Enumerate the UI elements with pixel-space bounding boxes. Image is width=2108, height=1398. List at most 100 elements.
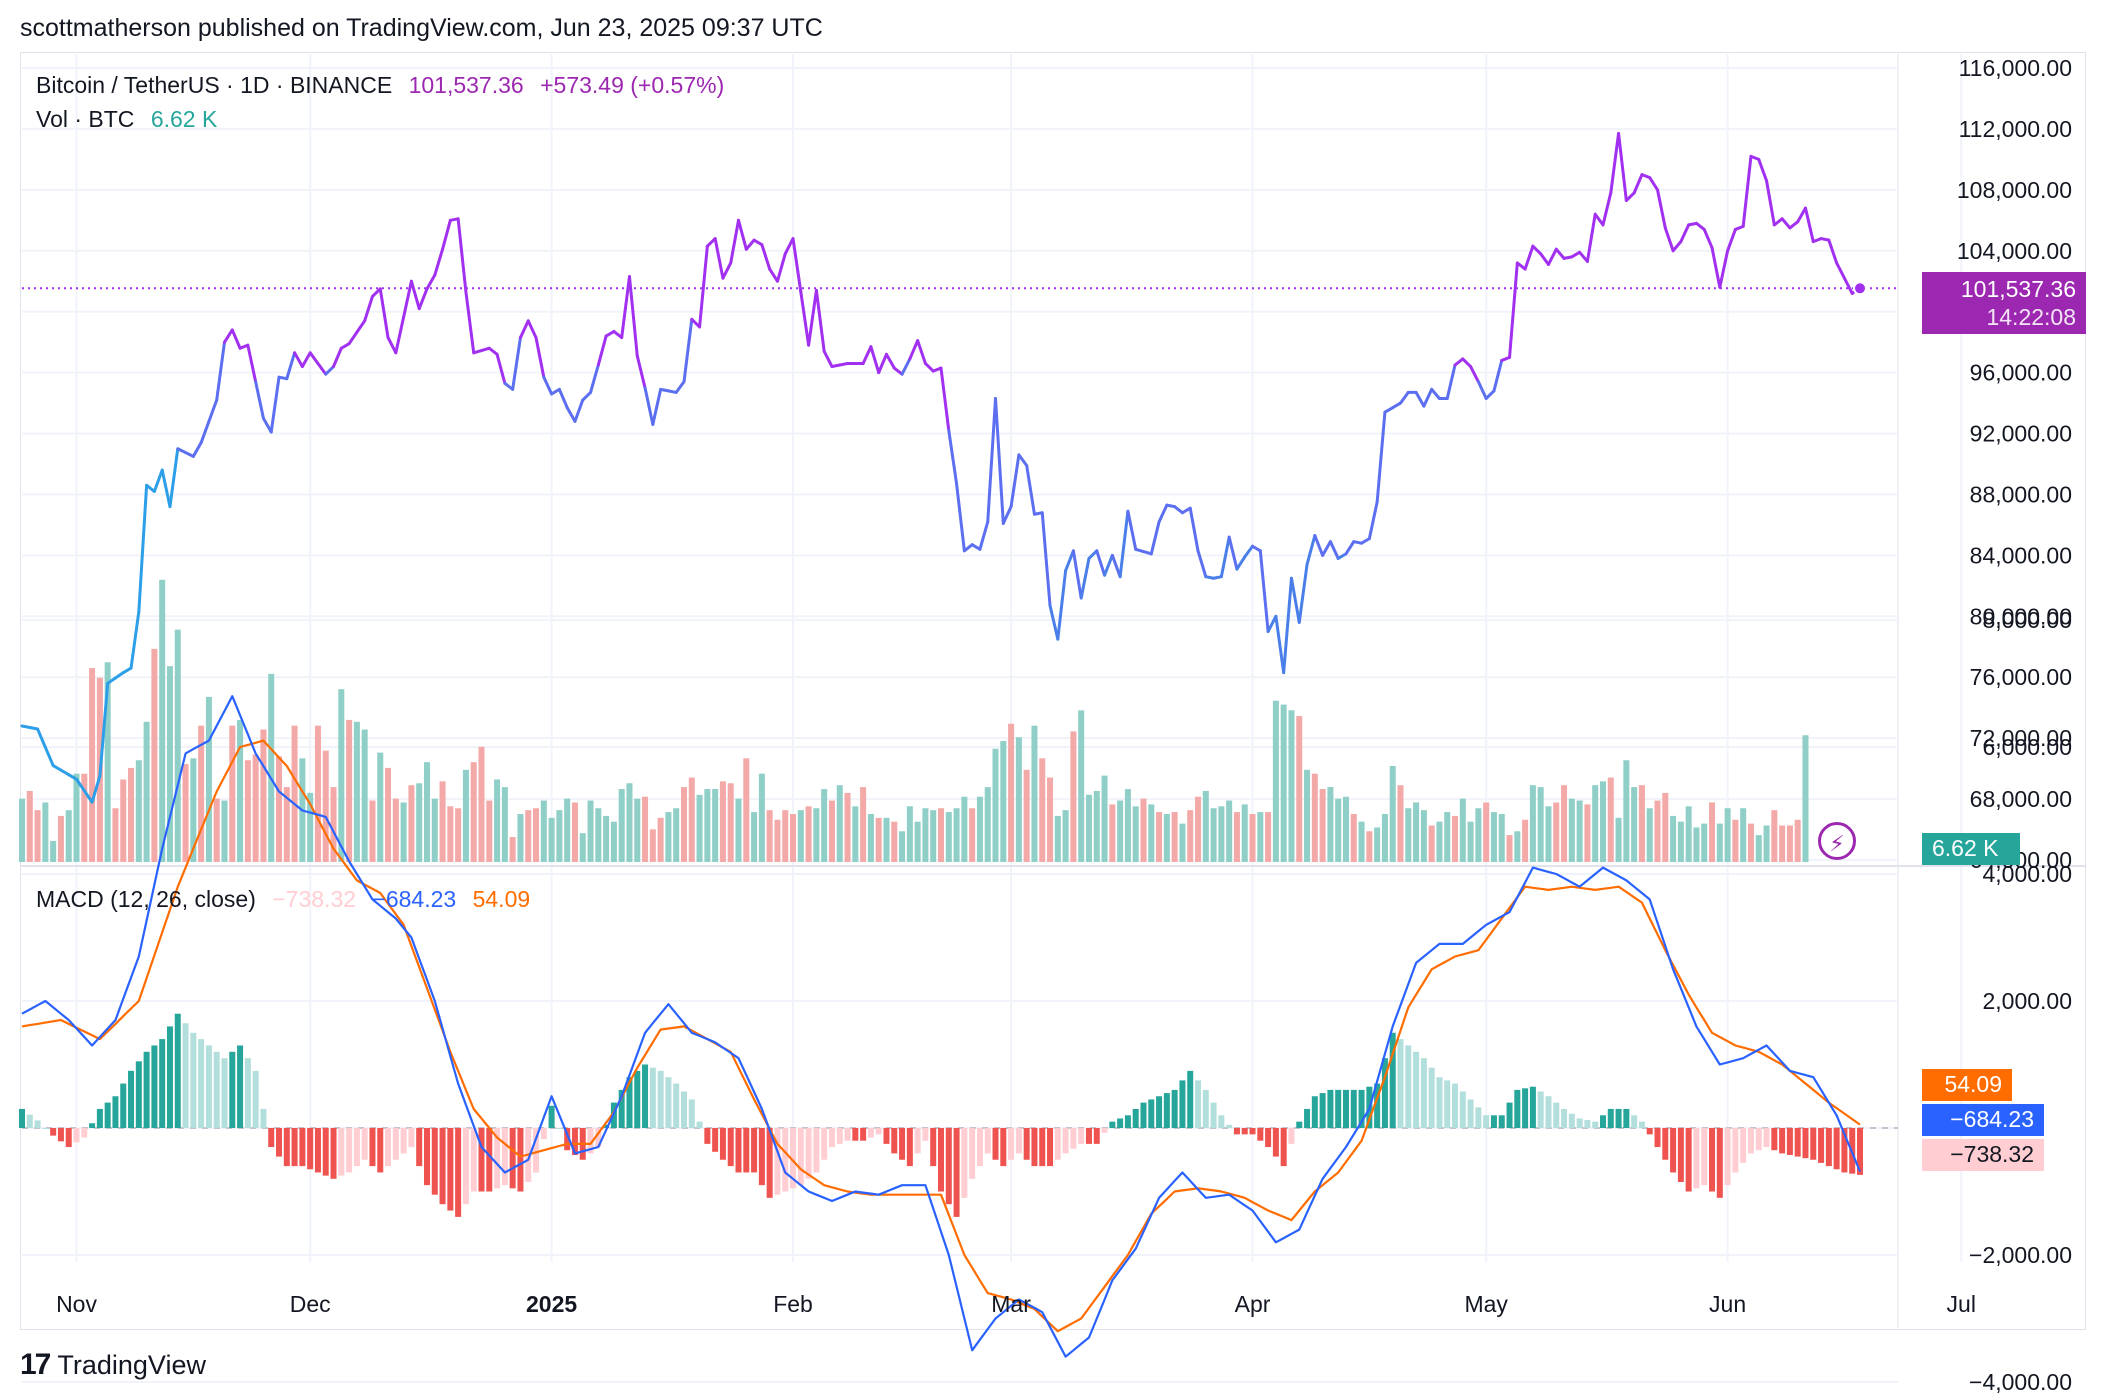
macd-hist-bar [1452,1083,1459,1128]
time-tick-label: Mar [991,1291,1031,1317]
macd-hist-bar [1093,1128,1100,1144]
volume-bar [1405,808,1412,862]
macd-hist-bar [634,1070,641,1128]
macd-hist-bar [743,1128,750,1173]
volume-bar [1210,808,1217,862]
price-line-segment [822,349,834,369]
macd-hist-bar [1654,1128,1661,1148]
price-line-segment [511,336,522,391]
volume-bar [330,787,337,862]
price-line-segment [1048,604,1060,641]
symbol-name[interactable]: Bitcoin / TetherUS · 1D · BINANCE [36,72,393,98]
macd-hist-bar [1615,1108,1622,1128]
price-line-segment [441,218,452,251]
symbol-legend[interactable]: Bitcoin / TetherUS · 1D · BINANCE 101,53… [36,72,734,99]
volume-bar [455,808,462,862]
macd-hist-bar [416,1128,423,1167]
publisher-header: scottmatherson published on TradingView.… [20,14,823,42]
macd-hist-bar [1522,1088,1529,1128]
macd-hist-bar [174,1013,181,1128]
price-line-segment [518,319,530,340]
price-line-segment [191,441,203,458]
lightning-icon[interactable]: ⚡ [1818,822,1856,860]
price-line-segment [347,330,359,346]
time-tick-label: Jun [1709,1291,1746,1317]
price-line-segment [90,774,102,804]
macd-hist-bar [1405,1045,1412,1128]
macd-legend[interactable]: MACD (12, 26, close) −738.32 −684.23 54.… [36,886,540,913]
volume-bar [1568,798,1575,862]
price-line-segment [1126,509,1138,551]
price-line-segment [425,273,437,291]
volume-bar [1420,810,1427,862]
volume-bar [478,746,485,862]
price-line-segment [589,363,600,394]
price-line-segment [1578,250,1589,263]
volume-bar [821,789,828,862]
volume-bar [673,808,680,862]
price-line-segment [916,339,927,365]
volume-bar [867,814,874,862]
volume-bar [1093,790,1100,862]
macd-hist-bar [244,1058,251,1128]
macd-hist-bar [213,1051,220,1128]
macd-hist-bar [1561,1108,1568,1128]
volume-bar [1124,789,1131,862]
price-line-segment [526,319,538,340]
volume-bar [1498,814,1505,862]
price-line-segment [386,336,398,355]
macd-tick-label: 8,000.00 [1982,607,2072,633]
macd-hist-bar [1257,1128,1264,1141]
volume-bar [914,821,921,862]
macd-hist-bar [229,1051,236,1128]
macd-hist-bar [73,1128,80,1143]
volume-bar [1709,802,1716,862]
price-line-segment [1531,244,1543,256]
price-line-segment [698,244,709,329]
volume-bars [19,579,1809,862]
price-line-segment [947,428,959,486]
price-line-segment [1617,131,1628,203]
price-line-segment [417,287,429,311]
price-tick-label: 116,000.00 [1959,55,2072,81]
price-tick-label: 92,000.00 [1970,421,2072,447]
macd-hist-bar [361,1128,368,1160]
macd-hist-bar [400,1128,407,1154]
volume-bar [1156,812,1163,862]
price-line-segment [1297,563,1309,624]
macd-hist-bar [844,1128,851,1141]
price-line-segment [1492,358,1504,393]
macd-hist-bar [774,1128,781,1195]
legend-change: +573.49 (+0.57%) [540,72,725,98]
macd-hist-bar [1117,1118,1124,1128]
macd-hist-bar [1638,1121,1645,1128]
brand-name: TradingView [57,1349,206,1380]
volume-bar [813,808,820,862]
volume-legend[interactable]: Vol · BTC 6.62 K [36,106,227,133]
price-line-segment [1414,390,1426,408]
price-line-segment [791,237,803,294]
volume-bar [205,696,212,862]
volume-bar [1140,798,1147,862]
volume-bar [665,812,672,862]
price-line-segment [332,346,343,369]
macd-hist-bar [1568,1113,1575,1128]
macd-hist-bar [1311,1096,1318,1128]
macd-hist-bar [299,1128,306,1167]
price-line-segment [1694,221,1706,231]
volume-bar [73,773,80,862]
macd-hist-bar [423,1128,430,1186]
volume-bar [603,815,610,862]
macd-hist-bar [1599,1115,1606,1128]
macd-hist-bar [221,1058,228,1128]
volume-bar [1358,821,1365,862]
price-line-segment [1399,390,1410,405]
price-line-segment [1469,365,1480,384]
price-line-segment [1064,549,1075,573]
time-tick-label: Dec [290,1291,331,1317]
macd-hist-bar [1156,1096,1163,1128]
volume-bar [65,810,72,862]
macd-hist-bar [976,1128,983,1167]
volume-bar [1257,812,1264,862]
